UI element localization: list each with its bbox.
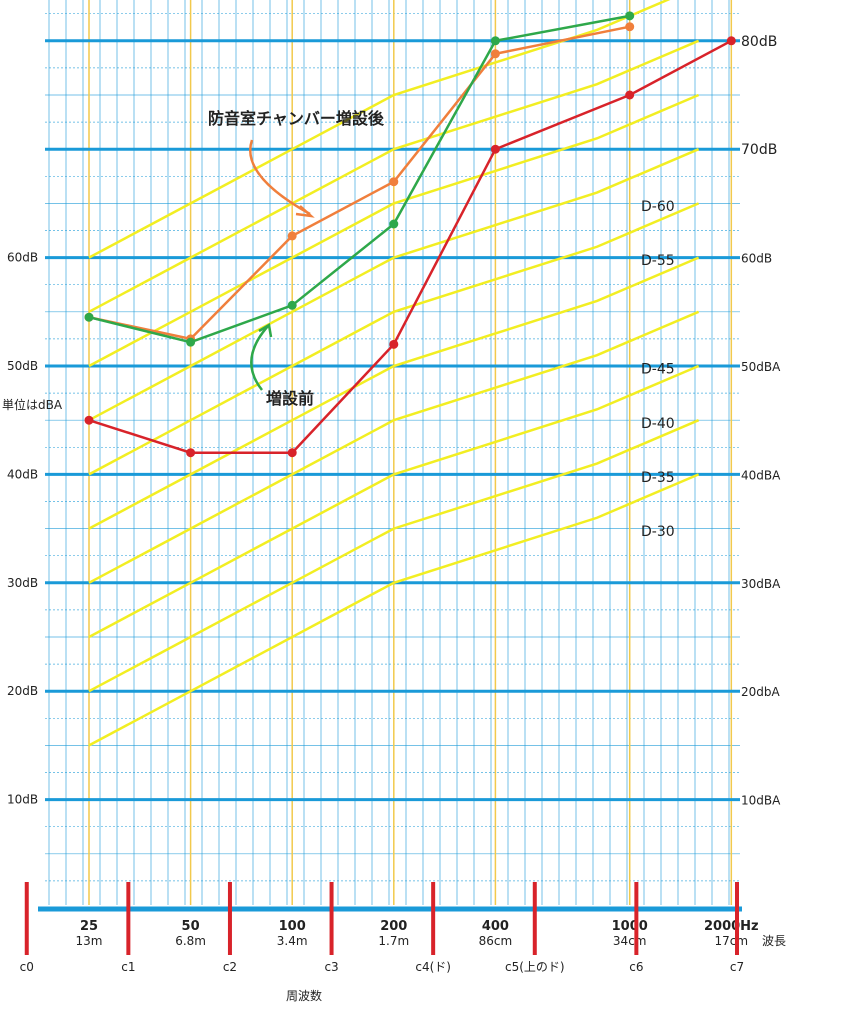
series-point-red	[726, 36, 736, 46]
after-annotation-arrowhead	[295, 205, 315, 218]
series-point-red	[625, 90, 635, 100]
d-curve-line	[88, 473, 700, 747]
right-y-tick: 80dB	[741, 34, 777, 50]
series-point-before	[389, 219, 399, 229]
right-y-tick: 30dBA	[741, 577, 781, 591]
note-label: c7	[730, 960, 744, 974]
d-curve-line	[88, 310, 700, 584]
freq-tick-label: 1000	[612, 919, 648, 934]
series-point-red	[389, 339, 399, 349]
left-y-tick: 50dB	[7, 359, 38, 373]
right-y-tick: 70dB	[741, 142, 777, 158]
freq-tick-label: 200	[380, 919, 407, 934]
y-axis-unit-label: 単位はdBA	[2, 397, 63, 412]
d-curve-line	[88, 364, 700, 639]
freq-tick-label: 50	[182, 919, 200, 934]
d-curve-line	[88, 256, 700, 530]
left-y-tick: 30dB	[7, 576, 38, 590]
note-label: c0	[20, 960, 34, 974]
series-point-after	[490, 49, 500, 59]
wavelength-label: 波長	[762, 934, 786, 948]
left-y-tick: 10dB	[7, 793, 38, 807]
before-annotation-arrow	[250, 325, 269, 391]
data-series	[84, 11, 736, 458]
before-annotation: 増設前	[266, 389, 314, 408]
series-line-before	[88, 14, 630, 344]
note-label: c1	[121, 960, 135, 974]
right-y-tick: 40dBA	[741, 468, 781, 482]
note-label: c6	[629, 960, 643, 974]
d-curve-line	[88, 148, 700, 422]
note-label: c5(上のド)	[505, 960, 565, 974]
series-point-before	[490, 36, 500, 46]
wavelength-tick-label: 3.4m	[277, 934, 308, 948]
freq-tick-label: 2000Hz	[704, 919, 759, 934]
series-point-red	[84, 415, 94, 425]
right-y-tick: 10dBA	[741, 794, 781, 808]
note-label: c2	[223, 960, 237, 974]
series-point-after	[625, 22, 635, 32]
wavelength-tick-label: 13m	[76, 934, 103, 948]
d-curve-line	[88, 419, 700, 693]
wavelength-tick-label: 17cm	[715, 934, 749, 948]
right-y-tick: 50dBA	[741, 360, 781, 374]
d-curve-label: D-40	[641, 416, 675, 432]
before-annotation-arrowhead	[258, 322, 273, 338]
d-curve-label: D-30	[641, 524, 675, 540]
series-point-red	[287, 448, 297, 458]
d-curve-label: D-55	[641, 253, 675, 269]
left-y-tick: 60dB	[7, 251, 38, 265]
note-label: c3	[324, 960, 338, 974]
series-point-before	[287, 300, 297, 310]
wavelength-tick-label: 6.8m	[175, 934, 206, 948]
series-point-before	[186, 337, 196, 347]
d-curve-label: D-45	[641, 362, 675, 378]
left-y-tick: 20dB	[7, 684, 38, 698]
series-point-red	[186, 448, 196, 458]
series-point-before	[84, 312, 94, 322]
wavelength-tick-label: 86cm	[479, 934, 513, 948]
x-axis-title: 周波数	[286, 988, 322, 1003]
freq-tick-label: 25	[80, 919, 98, 934]
grid	[45, 0, 740, 905]
d-curve-line	[88, 0, 671, 259]
d-curve-line	[88, 39, 700, 313]
series-point-after	[389, 177, 399, 187]
after-annotation: 防音室チャンバー増設後	[208, 109, 385, 128]
d-curve-label: D-35	[641, 470, 675, 486]
series-point-red	[490, 144, 500, 154]
d-curves	[88, 0, 700, 747]
left-y-tick: 40dB	[7, 467, 38, 481]
freq-tick-label: 100	[279, 919, 306, 934]
right-y-tick: 20dbA	[741, 685, 781, 699]
note-label: c4(ド)	[415, 960, 451, 974]
tick-labels: D-30 D-35 D-40 D-45 D-55 D-60 60dB 50dB 40dB 30dB…	[7, 34, 781, 808]
series-line-after	[88, 25, 630, 341]
wavelength-tick-label: 1.7m	[378, 934, 409, 948]
series-point-before	[625, 11, 635, 21]
freq-tick-label: 400	[482, 919, 509, 934]
series-point-after	[287, 231, 297, 241]
d-curve-line	[88, 202, 700, 476]
d-curve-label: D-60	[641, 199, 675, 215]
wavelength-tick-label: 34cm	[613, 934, 647, 948]
after-annotation-arrow	[249, 139, 311, 216]
d-curve-line	[88, 93, 700, 368]
right-y-tick: 60dB	[741, 252, 772, 266]
